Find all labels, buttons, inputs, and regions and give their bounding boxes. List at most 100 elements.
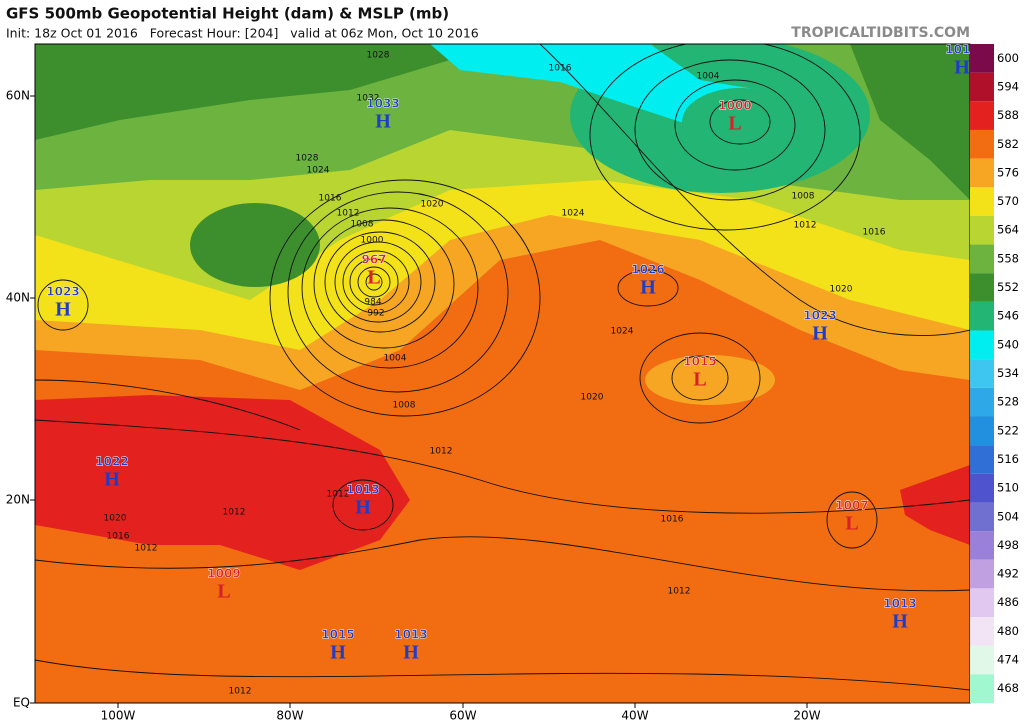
- colorbar-label: 600: [997, 51, 1019, 65]
- colorbar-swatch: [970, 273, 994, 302]
- colorbar-label: 564: [997, 223, 1019, 237]
- pressure-value: 1013: [883, 597, 916, 611]
- pressure-value: 1015: [321, 628, 354, 642]
- colorbar-swatch: [970, 445, 994, 474]
- isobar-label: 1004: [697, 72, 720, 82]
- pressure-center-letter: H: [330, 642, 346, 664]
- isobar-label: 1028: [367, 51, 390, 61]
- colorbar-swatch: [970, 187, 994, 216]
- isobar-label: 1008: [393, 401, 416, 411]
- colorbar-swatch: [970, 330, 994, 360]
- colorbar-label: 510: [997, 481, 1019, 495]
- overlay: 60N 40N 20N EQ 100W 80W 60W 40W 20W 1028 1016 1004 1…: [6, 42, 1019, 723]
- colorbar-label: 522: [997, 423, 1019, 437]
- isobar-label: 1020: [104, 514, 127, 524]
- field-546: [682, 88, 798, 156]
- colorbar-label: 582: [997, 137, 1019, 151]
- isobar-label: 1016: [319, 194, 342, 204]
- colorbar-swatch: [970, 387, 994, 417]
- longitude-label: 80W: [276, 709, 303, 723]
- latitude-label: 60N: [6, 89, 30, 103]
- isobar-label: 1032: [357, 94, 380, 104]
- colorbar-swatch: [970, 301, 994, 331]
- colorbar-label: 576: [997, 165, 1019, 179]
- isobar-label: 1008: [792, 192, 815, 202]
- source: TROPICALTIDBITS.COM: [791, 25, 970, 41]
- colorbar-label: 492: [997, 567, 1019, 581]
- field-552: [190, 203, 320, 287]
- pressure-value: 1026: [631, 263, 664, 277]
- isobar-label: 1020: [830, 285, 853, 295]
- colorbar-swatch: [970, 588, 994, 618]
- field-588: [35, 395, 410, 570]
- pressure-center-letter: H: [55, 299, 71, 321]
- pressure-value: 1015: [683, 355, 716, 369]
- longitude-label: 60W: [449, 709, 476, 723]
- pressure-value: 1000: [718, 99, 751, 113]
- pressure-center-letter: H: [812, 323, 828, 345]
- colorbar-label: 534: [997, 366, 1019, 380]
- title: GFS 500mb Geopotential Height (dam) & MS…: [6, 5, 449, 23]
- colorbar-label: 504: [997, 509, 1019, 523]
- height-field: [35, 44, 970, 703]
- colorbar-swatch: [970, 473, 994, 503]
- isobar-label: 1008: [351, 220, 374, 230]
- pressure-value: 1023: [46, 285, 79, 299]
- latitude-label: EQ: [13, 696, 30, 710]
- isobar-label: 1024: [307, 166, 330, 176]
- pressure-value: 1007: [835, 499, 868, 513]
- pressure-center-letter: H: [403, 642, 419, 664]
- colorbar-swatch: [970, 215, 994, 245]
- colorbar-swatch: [970, 674, 994, 703]
- isobar-label: 1012: [668, 587, 691, 597]
- pressure-center-letter: H: [104, 469, 120, 491]
- pressure-value: 967: [361, 253, 386, 267]
- field-552: [35, 44, 560, 140]
- pressure-value: 1022: [95, 455, 128, 469]
- pressure-value: 1033: [366, 97, 399, 111]
- pressure-value: 1013: [346, 483, 379, 497]
- isobars: [35, 44, 970, 691]
- isobar-label: 1012: [223, 508, 246, 518]
- colorbar-swatch: [970, 129, 994, 159]
- isobar-label: 1016: [661, 515, 684, 525]
- pressure-value: 1013: [394, 628, 427, 642]
- pressure-value: 1023: [803, 309, 836, 323]
- colorbar-label: 474: [997, 653, 1019, 667]
- isobar-label: 1020: [421, 200, 444, 210]
- pressure-center-letter: L: [217, 581, 230, 603]
- isobar-label: 1024: [611, 327, 634, 337]
- colorbar-label: 528: [997, 395, 1019, 409]
- colorbar-label: 480: [997, 624, 1019, 638]
- colorbar-label: 468: [997, 681, 1019, 695]
- colorbar-swatch: [970, 244, 994, 274]
- colorbar-swatch: [970, 416, 994, 446]
- pressure-center-letter: H: [892, 611, 908, 633]
- pressure-center-letter: L: [728, 113, 741, 135]
- colorbar-swatch: [970, 531, 994, 560]
- colorbar-swatch: [970, 645, 994, 675]
- pressure-center-letter: L: [845, 513, 858, 535]
- colorbar-swatch: [970, 72, 994, 102]
- colorbar-label: 558: [997, 251, 1019, 265]
- isobar-label: 1024: [562, 209, 585, 219]
- colorbar-label: 546: [997, 309, 1019, 323]
- pressure-center-letter: L: [367, 267, 380, 289]
- isobar-label: 1020: [581, 393, 604, 403]
- colorbar-label: 552: [997, 280, 1019, 294]
- isobar-label: 1012: [135, 544, 158, 554]
- colorbar-label: 570: [997, 194, 1019, 208]
- isobar-label: 1012: [430, 447, 453, 457]
- isobar-label: 1012: [337, 209, 360, 219]
- colorbar-label: 498: [997, 538, 1019, 552]
- longitude-label: 40W: [621, 709, 648, 723]
- field-588: [900, 465, 970, 545]
- isobar-label: 1000: [361, 236, 384, 246]
- pressure-center-letter: L: [693, 369, 706, 391]
- colorbar-label: 594: [997, 79, 1019, 93]
- field-576: [645, 355, 775, 405]
- colorbar-swatch: [970, 502, 994, 532]
- isobar-label: 1016: [107, 532, 130, 542]
- colorbar-swatch: [970, 101, 994, 130]
